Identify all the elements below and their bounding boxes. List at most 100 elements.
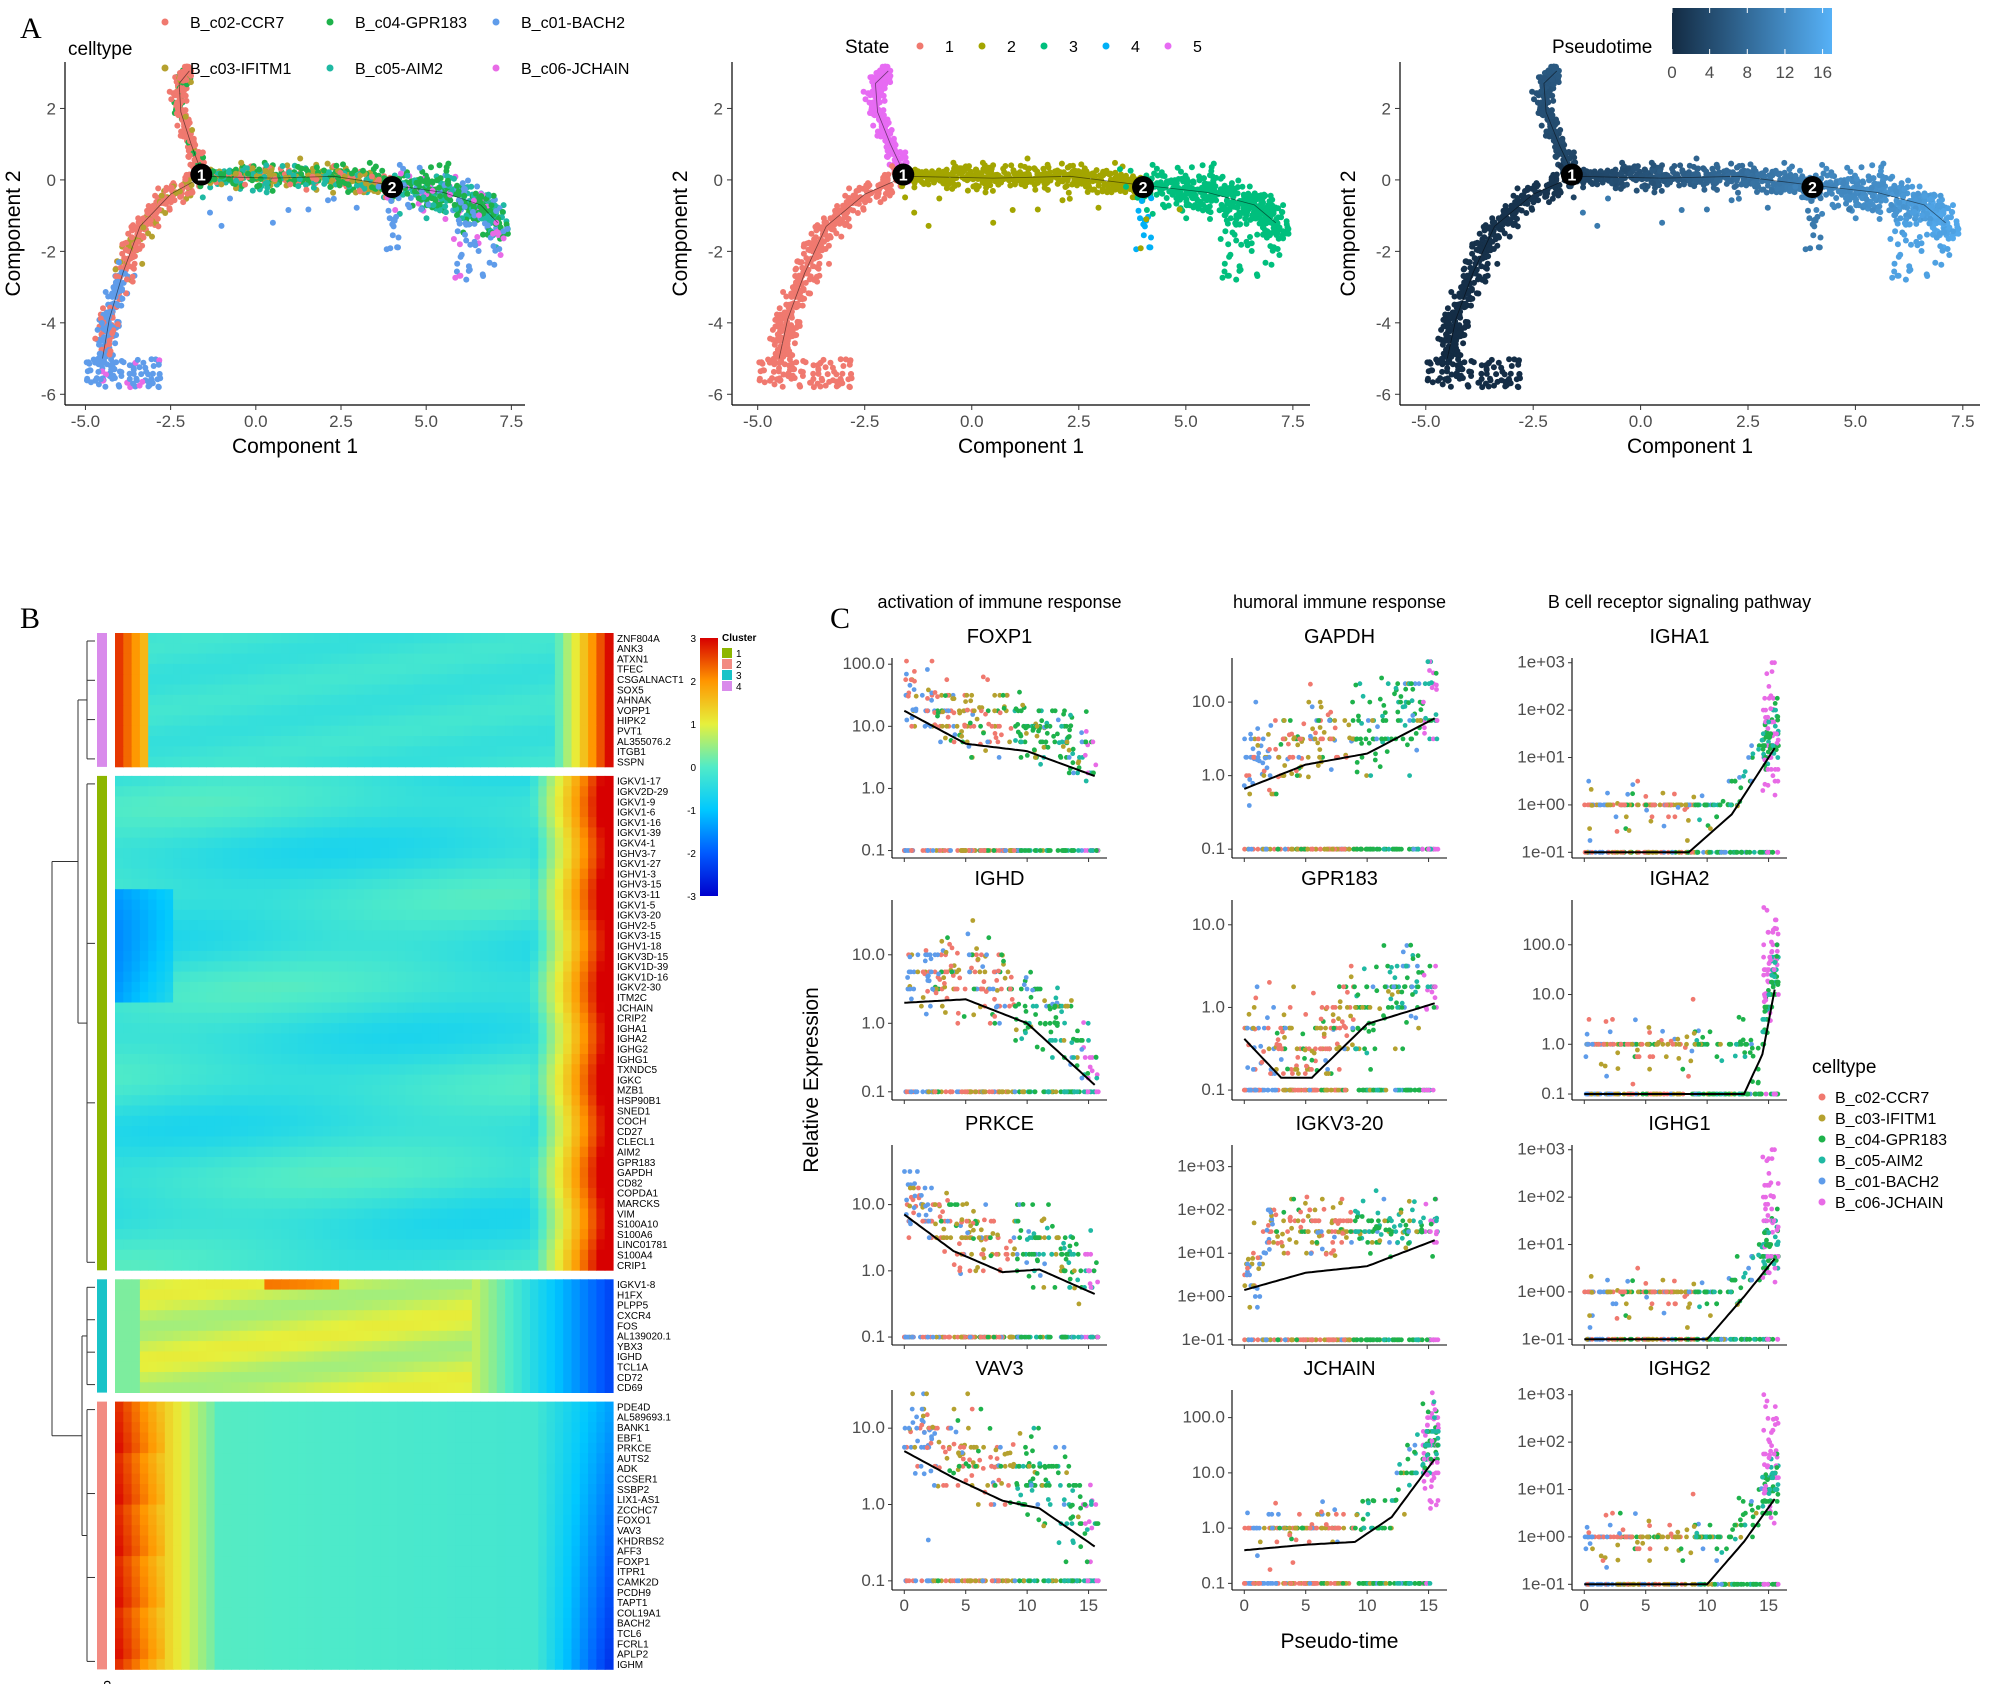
cell-point bbox=[1221, 182, 1228, 189]
cell-point bbox=[262, 167, 269, 174]
legend-swatch bbox=[1040, 42, 1048, 50]
cell-point bbox=[178, 98, 185, 105]
cell-point bbox=[1768, 188, 1775, 195]
cell-point bbox=[100, 305, 106, 312]
cell-point bbox=[887, 189, 894, 196]
cell-point bbox=[1468, 287, 1475, 294]
cell-point bbox=[776, 360, 783, 367]
panel-letter-a: A bbox=[20, 12, 42, 45]
legend-title: celltype bbox=[68, 39, 132, 60]
cell-point bbox=[1494, 260, 1501, 267]
cell-point bbox=[472, 190, 479, 197]
cell-point bbox=[156, 206, 163, 213]
y-tick-label: -2 bbox=[1376, 242, 1391, 261]
cell-point bbox=[1064, 177, 1071, 184]
cell-point bbox=[801, 295, 808, 302]
x-tick-label: 0.0 bbox=[960, 412, 984, 431]
cell-point bbox=[442, 216, 449, 222]
cell-point bbox=[322, 178, 329, 185]
cell-point bbox=[450, 236, 457, 242]
cell-point bbox=[1439, 341, 1446, 348]
cell-point bbox=[1280, 202, 1287, 209]
cell-point bbox=[1190, 178, 1197, 185]
cell-point bbox=[465, 267, 472, 274]
cell-point bbox=[385, 207, 392, 214]
cell-point bbox=[429, 178, 435, 185]
cell-point bbox=[877, 199, 884, 206]
cell-point bbox=[1770, 182, 1777, 188]
cell-point bbox=[325, 197, 331, 204]
cell-point bbox=[1147, 244, 1154, 251]
cell-point bbox=[1729, 169, 1736, 176]
cell-point bbox=[295, 183, 302, 190]
cell-point bbox=[110, 366, 117, 373]
cell-point bbox=[880, 113, 887, 120]
y-tick-label: -6 bbox=[41, 385, 56, 404]
cell-point bbox=[1480, 223, 1487, 230]
cell-point bbox=[1244, 242, 1251, 249]
cell-point bbox=[1495, 224, 1502, 231]
cell-point bbox=[1462, 301, 1469, 308]
cell-point bbox=[1034, 176, 1041, 183]
cell-point bbox=[1248, 248, 1255, 254]
cell-point bbox=[796, 259, 803, 266]
cell-point bbox=[833, 230, 840, 237]
cell-point bbox=[405, 201, 411, 208]
cell-point bbox=[911, 209, 918, 216]
cell-point bbox=[1643, 176, 1650, 182]
y-tick-label: -2 bbox=[708, 242, 723, 261]
cell-point bbox=[1099, 188, 1106, 195]
x-axis-label: Component 1 bbox=[958, 435, 1084, 458]
cell-point bbox=[1080, 173, 1087, 180]
cell-point bbox=[1501, 210, 1508, 217]
cell-point bbox=[822, 382, 829, 389]
cell-point bbox=[1174, 164, 1181, 171]
cell-point bbox=[140, 234, 147, 241]
cell-point bbox=[1206, 203, 1213, 210]
legend-swatch bbox=[161, 64, 169, 72]
x-tick-label: -5.0 bbox=[1411, 412, 1440, 431]
cell-point bbox=[889, 163, 896, 170]
cell-point bbox=[1679, 169, 1686, 176]
cell-point bbox=[496, 246, 503, 252]
cell-point bbox=[455, 188, 462, 195]
cell-point bbox=[1633, 165, 1640, 172]
cell-point bbox=[780, 289, 787, 295]
y-axis-label: Component 2 bbox=[2, 170, 25, 296]
cell-point bbox=[756, 359, 763, 366]
cell-point bbox=[1065, 189, 1072, 196]
cell-point bbox=[461, 192, 468, 199]
cell-point bbox=[128, 223, 135, 230]
legend-label: 4 bbox=[1131, 39, 1140, 56]
cell-point bbox=[1199, 162, 1206, 169]
cell-point bbox=[182, 113, 189, 120]
x-tick-label: 5.0 bbox=[414, 412, 438, 431]
cell-point bbox=[850, 192, 857, 199]
cell-point bbox=[1225, 272, 1232, 279]
legend-label: 1 bbox=[945, 39, 954, 56]
cell-point bbox=[1243, 220, 1250, 227]
legend-swatch bbox=[326, 18, 334, 26]
cell-point bbox=[474, 183, 481, 190]
cell-point bbox=[1137, 245, 1144, 252]
cell-point bbox=[1473, 246, 1480, 253]
cell-point bbox=[168, 185, 175, 192]
cell-point bbox=[1238, 241, 1245, 248]
x-tick-label: -5.0 bbox=[71, 412, 100, 431]
cell-point bbox=[890, 138, 897, 145]
cell-point bbox=[1085, 181, 1092, 188]
cell-point bbox=[144, 210, 151, 217]
cell-point bbox=[794, 301, 801, 308]
cell-point bbox=[1280, 228, 1286, 235]
cell-point bbox=[1741, 174, 1748, 181]
x-tick-label: 7.5 bbox=[500, 412, 524, 431]
cell-point bbox=[1546, 88, 1553, 95]
legend-swatch bbox=[978, 42, 986, 50]
cell-point bbox=[775, 320, 782, 326]
cell-point bbox=[1236, 267, 1243, 274]
cell-point bbox=[924, 170, 931, 177]
cell-point bbox=[877, 88, 884, 95]
cell-point bbox=[497, 252, 504, 258]
